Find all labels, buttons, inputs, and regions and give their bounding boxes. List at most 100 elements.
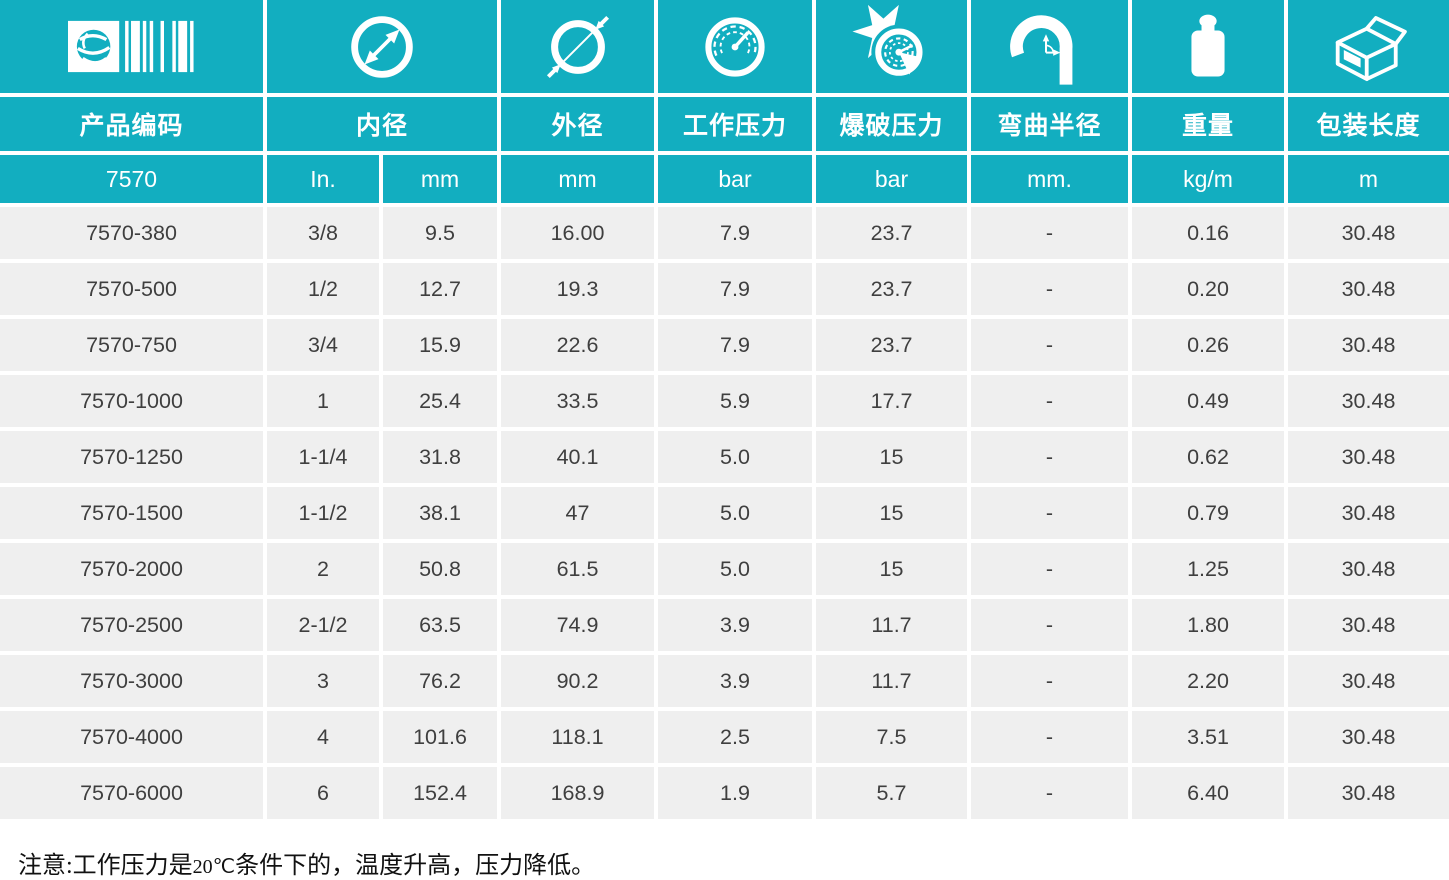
package-length-cell: 30.48 [1288,599,1449,651]
col-header-outer-diameter: 外径 [501,97,654,151]
weight-cell: 0.16 [1132,207,1284,259]
inner-diameter-in-cell: 3/8 [267,207,379,259]
product-code-cell: 7570-1000 [0,375,263,427]
package-length-icon [1288,0,1449,93]
col-header-weight: 重量 [1132,97,1284,151]
weight-cell: 0.62 [1132,431,1284,483]
burst-pressure-cell: 7.5 [816,711,967,763]
burst-pressure-icon [816,0,967,93]
package-length-cell: 30.48 [1288,319,1449,371]
burst-pressure-cell: 23.7 [816,207,967,259]
burst-pressure-cell: 15 [816,431,967,483]
product-code-cell: 7570-2500 [0,599,263,651]
unit-inner-inch: In. [267,155,379,203]
inner-diameter-in-cell: 6 [267,767,379,819]
inner-diameter-in-cell: 1 [267,375,379,427]
inner-diameter-mm-cell: 101.6 [383,711,497,763]
product-code-cell: 7570-750 [0,319,263,371]
weight-cell: 0.26 [1132,319,1284,371]
outer-diameter-cell: 19.3 [501,263,654,315]
working-pressure-cell: 7.9 [658,207,812,259]
footnote: 注意:工作压力是20℃条件下的，温度升高，压力降低。 [18,845,1449,880]
col-header-inner-diameter: 内径 [267,97,497,151]
outer-diameter-cell: 90.2 [501,655,654,707]
product-code-cell: 7570-3000 [0,655,263,707]
col-header-burst-pressure: 爆破压力 [816,97,967,151]
working-pressure-cell: 5.9 [658,375,812,427]
inner-diameter-mm-cell: 31.8 [383,431,497,483]
footnote-temperature: 20℃ [192,856,236,878]
outer-diameter-cell: 33.5 [501,375,654,427]
outer-diameter-cell: 16.00 [501,207,654,259]
package-length-cell: 30.48 [1288,767,1449,819]
col-header-package-length: 包装长度 [1288,97,1449,151]
outer-diameter-cell: 168.9 [501,767,654,819]
outer-diameter-cell: 74.9 [501,599,654,651]
inner-diameter-mm-cell: 63.5 [383,599,497,651]
bend-radius-cell: - [971,319,1128,371]
package-length-cell: 30.48 [1288,207,1449,259]
burst-pressure-cell: 5.7 [816,767,967,819]
outer-diameter-cell: 118.1 [501,711,654,763]
bend-radius-cell: - [971,767,1128,819]
working-pressure-cell: 5.0 [658,487,812,539]
footnote-suffix: 条件下的，温度升高，压力降低。 [235,853,596,879]
bend-radius-cell: - [971,375,1128,427]
unit-burst-bar: bar [816,155,967,203]
weight-cell: 0.79 [1132,487,1284,539]
inner-diameter-in-cell: 3 [267,655,379,707]
product-code-cell: 7570-1500 [0,487,263,539]
package-length-cell: 30.48 [1288,431,1449,483]
unit-weight-kgm: kg/m [1132,155,1284,203]
inner-diameter-in-cell: 4 [267,711,379,763]
working-pressure-cell: 3.9 [658,599,812,651]
weight-icon [1132,0,1284,93]
inner-diameter-mm-cell: 12.7 [383,263,497,315]
unit-bend-mm: mm. [971,155,1128,203]
unit-length-m: m [1288,155,1449,203]
bend-radius-cell: - [971,207,1128,259]
package-length-cell: 30.48 [1288,487,1449,539]
product-code-cell: 7570-2000 [0,543,263,595]
unit-outer-mm: mm [501,155,654,203]
inner-diameter-in-cell: 1-1/2 [267,487,379,539]
col-header-product-code: 产品编码 [0,97,263,151]
weight-cell: 6.40 [1132,767,1284,819]
inner-diameter-mm-cell: 76.2 [383,655,497,707]
bend-radius-icon [971,0,1128,93]
working-pressure-cell: 5.0 [658,431,812,483]
bend-radius-cell: - [971,711,1128,763]
working-pressure-cell: 3.9 [658,655,812,707]
bend-radius-cell: - [971,655,1128,707]
outer-diameter-cell: 22.6 [501,319,654,371]
inner-diameter-in-cell: 1/2 [267,263,379,315]
working-pressure-cell: 7.9 [658,319,812,371]
weight-cell: 1.80 [1132,599,1284,651]
inner-diameter-mm-cell: 152.4 [383,767,497,819]
inner-diameter-mm-cell: 15.9 [383,319,497,371]
outer-diameter-icon [501,0,654,93]
product-code-cell: 7570-500 [0,263,263,315]
inner-diameter-mm-cell: 25.4 [383,375,497,427]
inner-diameter-in-cell: 2 [267,543,379,595]
working-pressure-cell: 2.5 [658,711,812,763]
outer-diameter-cell: 40.1 [501,431,654,483]
inner-diameter-icon [267,0,497,93]
inner-diameter-in-cell: 2-1/2 [267,599,379,651]
unit-inner-mm: mm [383,155,497,203]
working-pressure-cell: 5.0 [658,543,812,595]
inner-diameter-in-cell: 3/4 [267,319,379,371]
bend-radius-cell: - [971,599,1128,651]
burst-pressure-cell: 15 [816,487,967,539]
burst-pressure-cell: 11.7 [816,599,967,651]
burst-pressure-cell: 15 [816,543,967,595]
bend-radius-cell: - [971,487,1128,539]
package-length-cell: 30.48 [1288,711,1449,763]
col-header-bend-radius: 弯曲半径 [971,97,1128,151]
inner-diameter-mm-cell: 38.1 [383,487,497,539]
burst-pressure-cell: 11.7 [816,655,967,707]
package-length-cell: 30.48 [1288,543,1449,595]
weight-cell: 0.20 [1132,263,1284,315]
product-code-cell: 7570-380 [0,207,263,259]
burst-pressure-cell: 23.7 [816,319,967,371]
